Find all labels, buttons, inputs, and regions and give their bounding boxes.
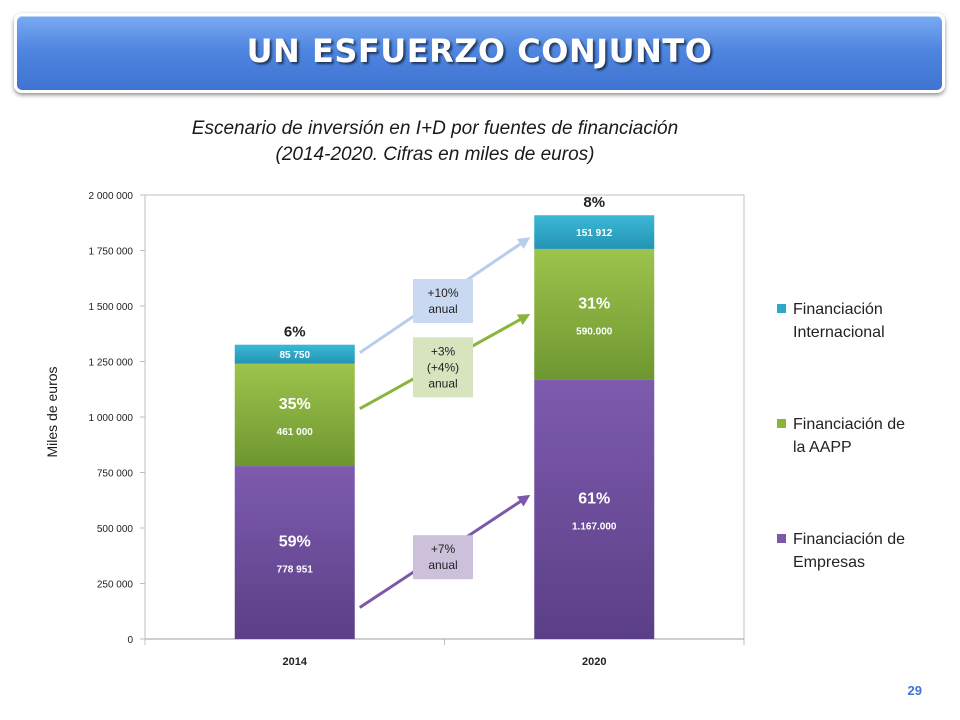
legend-swatch	[777, 419, 786, 428]
title-banner: UN ESFUERZO CONJUNTO	[14, 13, 945, 93]
bar-2014-series-1	[234, 363, 355, 467]
y-tick-label: 1 000 000	[89, 413, 134, 424]
data-label-value: 778 951	[277, 565, 314, 576]
slide-title: UN ESFUERZO CONJUNTO	[246, 32, 713, 70]
page-number: 29	[907, 683, 922, 698]
chart-subtitle: Escenario de inversión en I+D por fuente…	[120, 116, 750, 168]
data-label-pct: 59%	[279, 534, 311, 551]
growth-rate-label: +3%	[431, 344, 456, 358]
growth-rate-label: anual	[428, 376, 457, 390]
data-label-value: 461 000	[277, 427, 314, 438]
data-label-value: 85 750	[279, 350, 310, 361]
data-label-value: 151 912	[576, 228, 613, 239]
data-label-pct: 61%	[578, 490, 610, 507]
chart-subtitle-line2: (2014-2020. Cifras en miles de euros)	[275, 144, 595, 165]
data-label-value: 590.000	[576, 326, 613, 337]
bar-2020-series-0	[534, 379, 655, 639]
legend-label: Internacional	[793, 324, 885, 341]
bar-2020-series-1	[534, 248, 655, 380]
data-label-pct: 8%	[583, 194, 605, 211]
legend-label: la AAPP	[793, 439, 852, 456]
growth-rate-label: (+4%)	[427, 360, 459, 374]
data-label-value: 1.167.000	[572, 521, 617, 532]
y-tick-label: 1 500 000	[89, 302, 134, 313]
data-label-pct: 31%	[578, 295, 610, 312]
legend-label: Financiación de	[793, 416, 905, 433]
y-tick-label: 0	[127, 635, 133, 646]
bar-2020-series-2	[534, 215, 655, 249]
growth-rate-box	[413, 535, 473, 580]
growth-arrow-head	[516, 313, 531, 326]
legend-swatch	[777, 304, 786, 313]
growth-rate-box	[413, 337, 473, 398]
growth-rate-label: +10%	[427, 286, 458, 300]
bar-2014-series-2	[234, 344, 355, 364]
x-tick-label: 2020	[582, 656, 606, 668]
legend-swatch	[777, 534, 786, 543]
growth-arrow-head	[516, 237, 531, 249]
chart-subtitle-line1: Escenario de inversión en I+D por fuente…	[191, 118, 679, 139]
data-label-pct: 6%	[284, 324, 306, 341]
growth-rate-box	[413, 278, 473, 323]
y-tick-label: 250 000	[97, 580, 134, 591]
y-tick-label: 1 250 000	[89, 358, 134, 369]
y-tick-label: 1 750 000	[89, 247, 134, 258]
x-tick-label: 2014	[283, 656, 308, 668]
legend-label: Financiación de	[793, 531, 905, 548]
growth-rate-label: anual	[428, 302, 457, 316]
legend-label: Financiación	[793, 301, 883, 318]
y-tick-label: 2 000 000	[89, 191, 134, 202]
growth-rate-label: anual	[428, 558, 457, 572]
y-tick-label: 750 000	[97, 469, 134, 480]
legend-label: Empresas	[793, 554, 865, 571]
data-label-pct: 35%	[279, 396, 311, 413]
growth-arrow-head	[516, 494, 531, 507]
bar-2014-series-0	[234, 466, 355, 639]
growth-rate-label: +7%	[431, 542, 456, 556]
y-tick-label: 500 000	[97, 524, 134, 535]
